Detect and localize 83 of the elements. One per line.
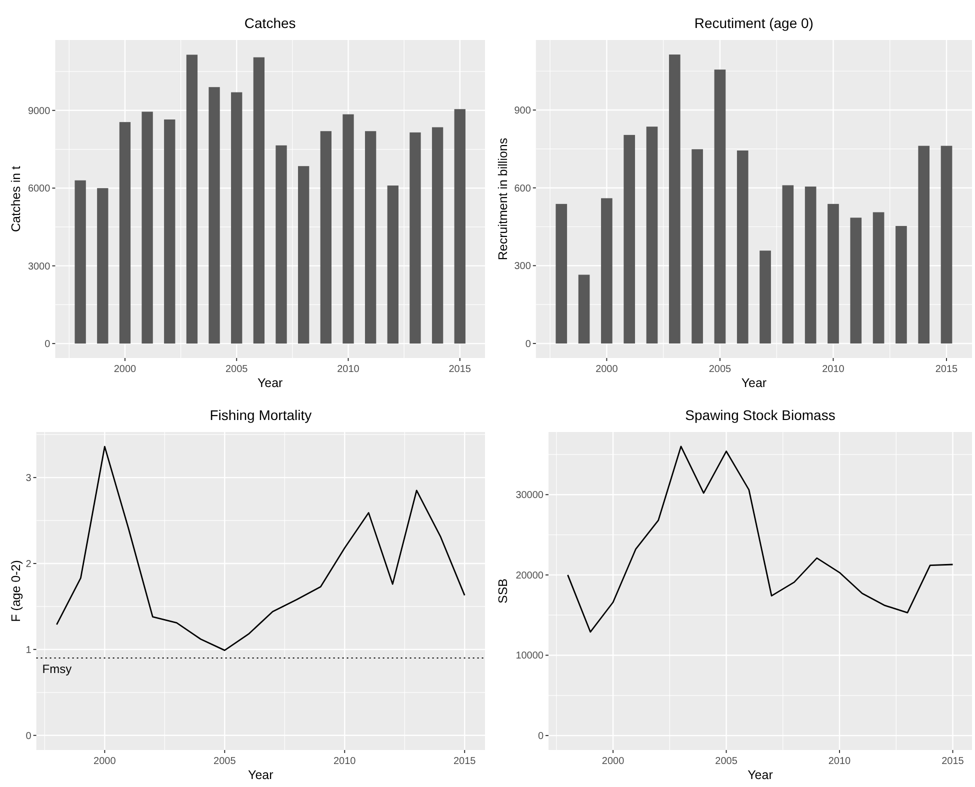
bar: [668, 54, 680, 344]
x-tick-label: 2015: [935, 364, 958, 375]
y-tick-label: 9000: [28, 106, 51, 117]
bar: [364, 131, 376, 344]
y-axis-title: Recruitment in billions: [496, 138, 510, 260]
y-axis-title: F (age 0-2): [9, 560, 23, 622]
ref-line-label: Fmsy: [42, 662, 72, 676]
bar: [646, 126, 658, 344]
bar: [760, 250, 771, 344]
y-tick-label: 900: [514, 106, 532, 117]
bar: [231, 92, 242, 344]
x-tick-label: 2010: [337, 364, 360, 375]
bar: [298, 166, 310, 344]
bar: [432, 127, 444, 344]
bar: [872, 212, 884, 344]
x-axis-title: Year: [248, 768, 274, 782]
bar: [97, 188, 108, 344]
y-tick-label: 3000: [28, 261, 51, 272]
x-tick-label: 2005: [214, 756, 236, 767]
x-tick-label: 2010: [334, 756, 356, 767]
bar: [454, 109, 466, 344]
x-tick-label: 2015: [448, 364, 472, 375]
y-tick-label: 3: [26, 473, 32, 484]
bar: [276, 145, 287, 344]
chart-title: Recutiment (age 0): [694, 15, 814, 31]
y-tick-label: 2: [26, 558, 32, 570]
bar: [714, 70, 726, 344]
line-series: [56, 446, 466, 652]
bar: [804, 186, 816, 344]
x-axis-title: Year: [748, 768, 773, 782]
bar: [320, 131, 332, 344]
y-tick-label: 0: [26, 730, 32, 742]
y-tick-label: 0: [44, 339, 51, 350]
y-axis-title: Catches in t: [9, 165, 23, 232]
line-series: [567, 446, 954, 633]
y-tick-label: 10000: [516, 650, 544, 662]
bar: [186, 54, 198, 344]
bar: [601, 198, 612, 344]
bar: [896, 226, 907, 344]
bar: [342, 114, 354, 344]
bar: [556, 204, 568, 344]
x-tick-label: 2010: [828, 756, 852, 767]
y-tick-label: 20000: [516, 570, 544, 582]
bar: [253, 57, 265, 344]
x-tick-label: 2005: [708, 364, 732, 375]
bar: [624, 134, 636, 344]
chart-title: Fishing Mortality: [210, 407, 312, 423]
y-tick-label: 600: [514, 183, 532, 194]
bar: [119, 122, 131, 344]
x-tick-label: 2015: [453, 756, 476, 767]
x-tick-label: 2000: [596, 364, 618, 375]
bar: [940, 146, 952, 344]
x-tick-label: 2015: [942, 756, 964, 767]
y-axis-title: SSB: [496, 578, 510, 604]
y-tick-label: 300: [514, 261, 532, 272]
x-axis-title: Year: [257, 376, 283, 390]
bar: [782, 185, 794, 344]
bar: [692, 149, 703, 344]
x-tick-label: 2005: [225, 364, 248, 375]
bar: [208, 87, 220, 344]
y-tick-label: 30000: [516, 490, 544, 502]
bar: [387, 186, 398, 344]
bar: [828, 204, 839, 344]
bar: [410, 132, 421, 344]
bar: [74, 180, 86, 344]
chart-title: Spawing Stock Biomass: [685, 407, 836, 423]
y-tick-label: 0: [525, 338, 532, 350]
chart-title: Catches: [244, 15, 296, 31]
x-tick-label: 2000: [602, 756, 625, 767]
bar: [850, 218, 862, 344]
x-axis-title: Year: [741, 376, 767, 390]
bar: [142, 112, 153, 344]
y-tick-label: 1: [26, 644, 32, 656]
bar: [578, 274, 590, 344]
y-tick-label: 0: [538, 731, 544, 742]
y-tick-label: 6000: [28, 184, 51, 195]
x-tick-label: 2000: [94, 756, 116, 767]
bar: [736, 150, 748, 344]
bar: [918, 146, 930, 344]
x-tick-label: 2010: [822, 364, 845, 375]
x-tick-label: 2005: [715, 756, 738, 767]
bar: [164, 119, 176, 344]
x-tick-label: 2000: [114, 364, 137, 375]
